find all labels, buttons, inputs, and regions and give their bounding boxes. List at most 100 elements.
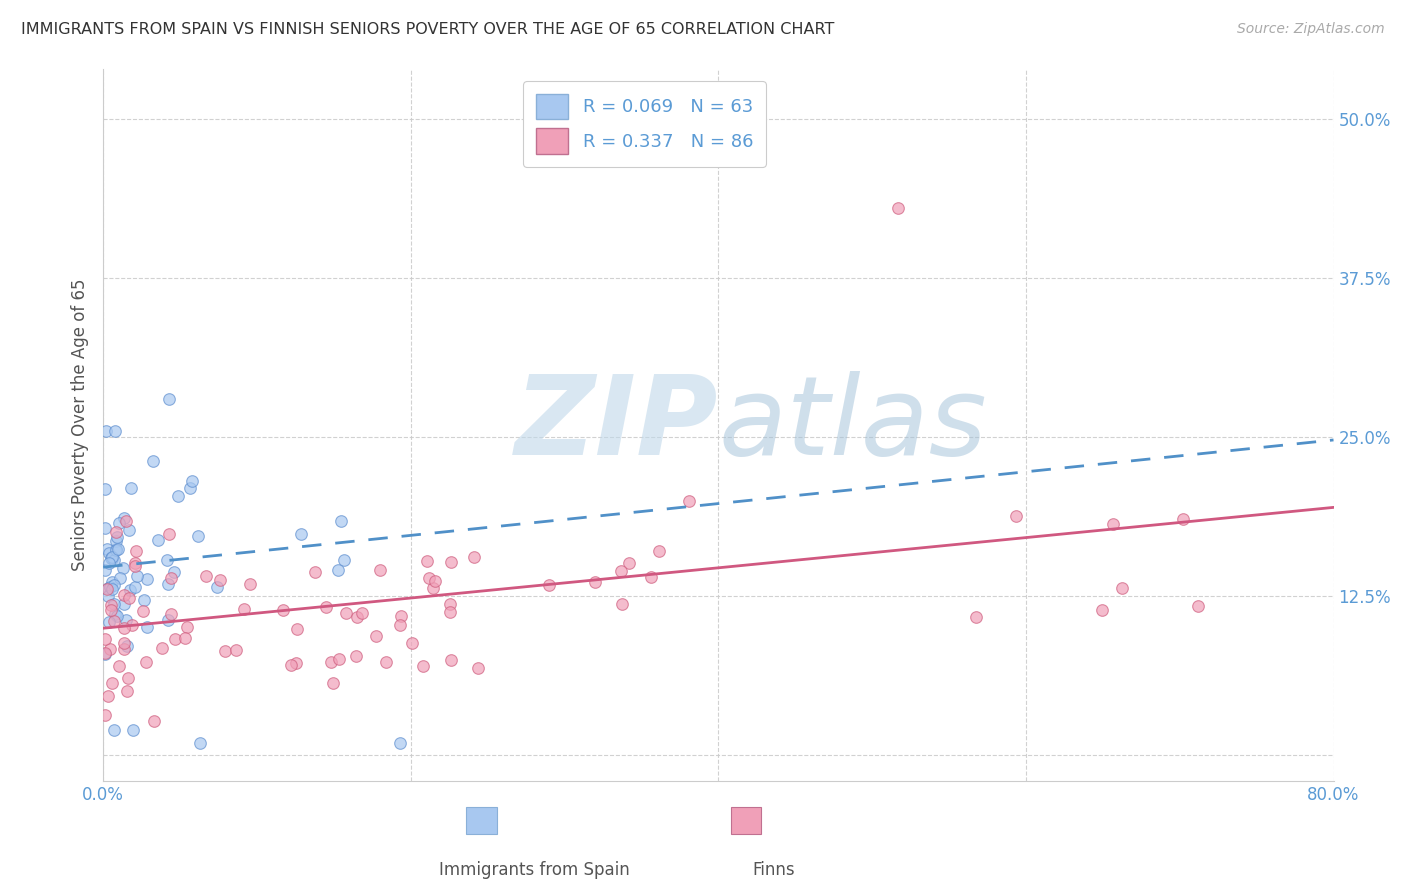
Point xyxy=(93,646,115,660)
Point xyxy=(104,424,127,438)
Point xyxy=(115,640,138,654)
Point xyxy=(114,621,136,635)
Text: Immigrants from Spain: Immigrants from Spain xyxy=(439,861,630,879)
Point xyxy=(401,636,423,650)
Point xyxy=(965,610,987,624)
Point xyxy=(389,609,412,624)
Point xyxy=(148,533,170,547)
Point xyxy=(157,527,180,541)
Point xyxy=(187,529,209,543)
Point xyxy=(1004,509,1026,524)
Point xyxy=(117,671,139,685)
Point xyxy=(94,632,117,646)
Text: IMMIGRANTS FROM SPAIN VS FINNISH SENIORS POVERTY OVER THE AGE OF 65 CORRELATION : IMMIGRANTS FROM SPAIN VS FINNISH SENIORS… xyxy=(21,22,835,37)
Point xyxy=(335,606,357,620)
Point xyxy=(100,602,122,616)
Point xyxy=(284,656,307,670)
Point xyxy=(104,542,127,557)
Point xyxy=(107,542,129,557)
Point xyxy=(93,647,115,661)
Point xyxy=(108,571,131,585)
Point xyxy=(176,620,198,634)
Point xyxy=(159,571,181,585)
Point xyxy=(287,622,309,636)
Point xyxy=(100,582,122,597)
Point xyxy=(389,618,412,632)
Point xyxy=(1187,599,1209,613)
Point xyxy=(181,475,204,489)
Point xyxy=(93,521,115,535)
Point xyxy=(467,661,489,675)
Point xyxy=(280,658,302,673)
Point xyxy=(98,642,121,657)
Point xyxy=(188,736,211,750)
Point xyxy=(112,641,135,656)
Point xyxy=(195,569,218,583)
Point xyxy=(124,556,146,570)
Point xyxy=(96,542,118,557)
Point xyxy=(163,632,186,646)
Point xyxy=(136,620,159,634)
Point xyxy=(134,592,156,607)
Point xyxy=(103,615,125,629)
Point xyxy=(103,597,125,611)
Point xyxy=(205,580,228,594)
Point xyxy=(389,736,412,750)
Text: Source: ZipAtlas.com: Source: ZipAtlas.com xyxy=(1237,22,1385,37)
Point xyxy=(214,644,236,658)
Point xyxy=(537,578,560,592)
Point xyxy=(1102,516,1125,531)
Point xyxy=(167,489,190,503)
Point xyxy=(332,552,354,566)
Bar xyxy=(731,807,762,834)
Point xyxy=(97,615,120,629)
Point xyxy=(290,527,312,541)
Point xyxy=(93,482,115,496)
Point xyxy=(112,597,135,611)
Point xyxy=(179,481,201,495)
Point xyxy=(96,582,118,596)
Point xyxy=(105,530,128,544)
Point xyxy=(98,556,121,570)
Point xyxy=(96,581,118,595)
Point xyxy=(118,523,141,537)
Point xyxy=(304,565,326,579)
Point xyxy=(439,597,461,611)
Point xyxy=(352,606,374,620)
Point xyxy=(115,514,138,528)
Point xyxy=(346,610,368,624)
Point xyxy=(98,580,121,594)
Point xyxy=(463,550,485,565)
Point xyxy=(101,549,124,564)
Point xyxy=(174,631,197,645)
Point xyxy=(1091,603,1114,617)
Point xyxy=(104,542,127,557)
Point xyxy=(439,653,461,667)
Point xyxy=(103,578,125,592)
Point xyxy=(112,636,135,650)
Point xyxy=(108,659,131,673)
Point xyxy=(118,591,141,606)
Point xyxy=(122,723,145,737)
Point xyxy=(94,424,117,438)
Point xyxy=(104,607,127,621)
Point xyxy=(111,560,134,574)
Point xyxy=(115,613,138,627)
Point xyxy=(125,543,148,558)
Point xyxy=(440,555,463,569)
Point xyxy=(121,618,143,632)
Point xyxy=(239,577,262,591)
Point xyxy=(100,574,122,589)
Point xyxy=(156,577,179,591)
Point xyxy=(117,684,139,698)
Point xyxy=(439,605,461,619)
Point xyxy=(156,552,179,566)
Point xyxy=(887,202,910,216)
Point xyxy=(105,608,128,623)
Point xyxy=(648,544,671,558)
Point xyxy=(619,556,641,570)
Point xyxy=(640,570,662,584)
Point xyxy=(103,553,125,567)
Point xyxy=(124,559,146,574)
Point xyxy=(93,707,115,722)
